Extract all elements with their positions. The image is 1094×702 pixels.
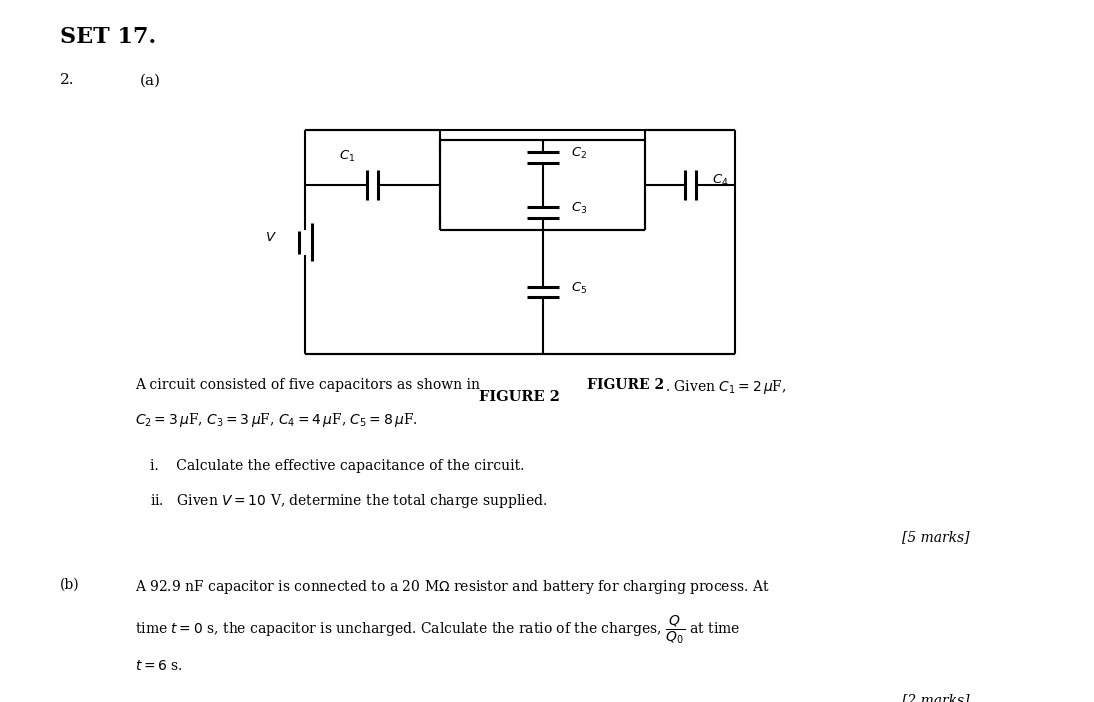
- Text: $V$: $V$: [265, 231, 277, 244]
- Text: i.    Calculate the effective capacitance of the circuit.: i. Calculate the effective capacitance o…: [150, 458, 524, 472]
- Text: (b): (b): [60, 578, 80, 592]
- Text: $C_2 = 3\,\mu$F, $C_3 = 3\,\mu$F, $C_4 = 4\,\mu$F, $C_5 = 8\,\mu$F.: $C_2 = 3\,\mu$F, $C_3 = 3\,\mu$F, $C_4 =…: [135, 411, 418, 429]
- Text: [2 marks]: [2 marks]: [903, 693, 970, 702]
- Text: time $t = 0$ s, the capacitor is uncharged. Calculate the ratio of the charges, : time $t = 0$ s, the capacitor is uncharg…: [135, 614, 741, 647]
- Text: (a): (a): [140, 73, 161, 87]
- Text: $t = 6$ s.: $t = 6$ s.: [135, 659, 183, 673]
- Text: FIGURE 2: FIGURE 2: [479, 390, 560, 404]
- Text: SET 17.: SET 17.: [60, 26, 156, 48]
- Text: [5 marks]: [5 marks]: [903, 530, 970, 544]
- Text: $C_4$: $C_4$: [712, 173, 729, 188]
- Text: $C_2$: $C_2$: [570, 146, 586, 161]
- Text: A circuit consisted of five capacitors as shown in: A circuit consisted of five capacitors a…: [135, 378, 485, 392]
- Text: $C_3$: $C_3$: [570, 201, 586, 216]
- Text: $C_5$: $C_5$: [570, 281, 586, 296]
- Text: . Given $C_1 = 2\,\mu$F,: . Given $C_1 = 2\,\mu$F,: [665, 378, 787, 396]
- Text: A 92.9 nF capacitor is connected to a 20 M$\Omega$ resistor and battery for char: A 92.9 nF capacitor is connected to a 20…: [135, 578, 770, 595]
- Text: ii.   Given $V = 10$ V, determine the total charge supplied.: ii. Given $V = 10$ V, determine the tota…: [150, 492, 547, 510]
- Text: FIGURE 2: FIGURE 2: [587, 378, 664, 392]
- Text: 2.: 2.: [60, 73, 74, 87]
- Text: $C_1$: $C_1$: [339, 149, 356, 164]
